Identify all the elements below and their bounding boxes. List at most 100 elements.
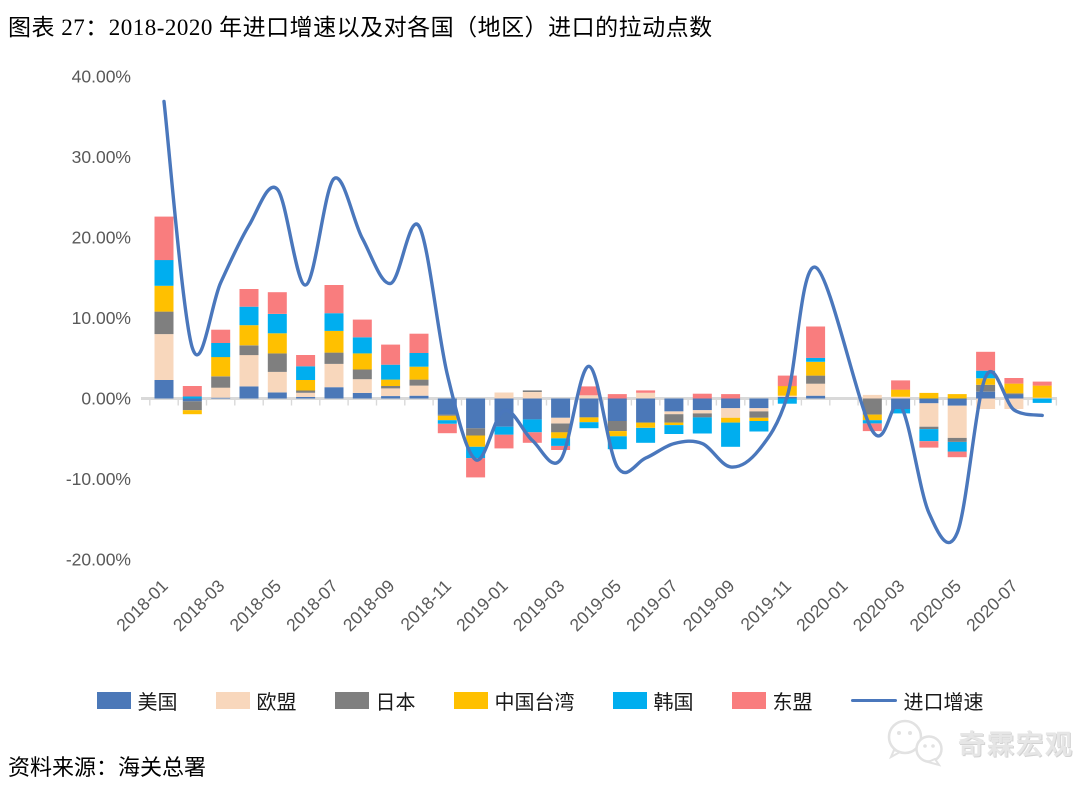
import-growth-line	[162, 99, 1044, 545]
legend-item-import-growth: 进口增速	[850, 686, 984, 715]
bar-segment-tw	[551, 432, 571, 439]
bar-2020-04	[919, 392, 939, 448]
bar-segment-asean	[522, 432, 542, 443]
bar-segment-kr	[239, 306, 259, 326]
bar-segment-asean	[579, 386, 599, 396]
bar-segment-jp	[976, 384, 996, 392]
bar-segment-tw	[664, 422, 684, 425]
legend-item-us: 美国	[96, 686, 178, 715]
bar-segment-tw	[891, 389, 911, 397]
legend-label-jp: 日本	[375, 692, 416, 714]
legend-swatch-asean	[731, 692, 766, 709]
bar-segment-jp	[437, 414, 457, 416]
bar-2018-08	[352, 319, 372, 399]
bar-2018-12	[466, 398, 486, 478]
bar-segment-eu	[692, 410, 712, 414]
chart-title: 图表 27：2018-2020 年进口增速以及对各国（地区）进口的拉动点数	[8, 15, 713, 40]
bar-segment-us	[1004, 394, 1024, 399]
wechat-bubbles-icon	[887, 719, 943, 767]
bar-segment-tw	[239, 325, 259, 346]
bar-segment-eu	[1004, 398, 1024, 409]
bar-segment-kr	[579, 422, 599, 429]
x-axis-labels: 2018-012018-032018-052018-072018-092018-…	[112, 576, 1021, 636]
bar-segment-asean	[551, 446, 571, 450]
bar-segment-kr	[296, 366, 316, 380]
x-tick-label: 2018-07	[282, 576, 342, 636]
bar-segment-eu	[324, 363, 344, 388]
bar-segment-asean	[777, 375, 797, 387]
bar-2018-10	[409, 333, 429, 399]
legend-label-kr: 韩国	[653, 692, 694, 714]
bar-segment-asean	[607, 394, 627, 399]
bar-segment-tw	[607, 431, 627, 437]
bar-segment-jp	[522, 390, 542, 392]
y-tick-label: -10.00%	[66, 469, 131, 489]
source-note: 资料来源：海关总署	[8, 755, 207, 780]
bar-segment-asean	[494, 434, 514, 449]
watermark: 奇霖宏观	[878, 716, 1074, 768]
bar-segment-asean	[182, 386, 202, 397]
x-tick-label: 2019-07	[622, 576, 682, 636]
bar-segment-jp	[324, 352, 344, 364]
bar-segment-kr	[551, 438, 571, 446]
bar-segment-asean	[636, 390, 656, 393]
y-tick-label: -20.00%	[66, 550, 131, 570]
bar-segment-kr	[211, 343, 231, 358]
bar-segment-asean	[919, 441, 939, 448]
bar-segment-jp	[1004, 393, 1024, 395]
bar-2018-06	[296, 355, 316, 399]
bar-segment-kr	[522, 419, 542, 433]
x-tick-label: 2018-11	[396, 576, 455, 635]
bar-segment-kr	[1032, 398, 1052, 403]
bar-segment-eu	[749, 408, 769, 412]
bar-segment-asean	[1032, 381, 1052, 386]
bar-segment-us	[296, 396, 316, 399]
bar-segment-us	[267, 392, 287, 399]
bar-segment-eu	[154, 334, 174, 380]
bar-segment-tw	[1032, 385, 1052, 398]
bar-segment-eu	[919, 403, 939, 427]
bar-segment-jp	[409, 379, 429, 386]
bar-segment-eu	[494, 392, 514, 399]
bar-segment-eu	[267, 371, 287, 393]
bar-2018-05	[267, 292, 287, 399]
bar-segment-us	[692, 398, 712, 411]
bar-segment-kr	[466, 446, 486, 459]
x-tick-label: 2020-03	[849, 576, 909, 636]
bar-segment-tw	[947, 394, 967, 399]
bar-2020-05	[947, 394, 967, 458]
bar-segment-kr	[862, 420, 882, 424]
bar-segment-asean	[692, 393, 712, 399]
bar-2019-12	[806, 326, 826, 399]
bar-segment-asean	[352, 319, 372, 338]
bar-segment-tw	[806, 361, 826, 376]
bar-segment-eu	[579, 395, 599, 399]
bar-segment-asean	[1004, 378, 1024, 384]
bar-segment-us	[154, 380, 174, 399]
bar-segment-asean	[891, 380, 911, 390]
bar-segment-jp	[296, 390, 316, 393]
bar-segment-us	[551, 398, 571, 418]
bar-segment-us	[409, 395, 429, 399]
bar-segment-kr	[806, 357, 826, 362]
bar-segment-jp	[551, 423, 571, 433]
bar-segment-asean	[806, 326, 826, 358]
bar-2018-07	[324, 285, 344, 399]
x-tick-label: 2018-03	[169, 576, 229, 636]
bar-2018-04	[239, 289, 259, 399]
x-tick-label: 2019-05	[566, 576, 626, 636]
bar-segment-kr	[494, 426, 514, 435]
bar-segment-us	[324, 387, 344, 399]
bar-segment-tw	[579, 417, 599, 423]
bar-segment-jp	[607, 421, 627, 432]
bar-segment-eu	[211, 387, 231, 398]
x-tick-label: 2019-11	[736, 576, 795, 635]
bar-segment-asean	[324, 285, 344, 314]
bar-segment-jp	[182, 401, 202, 411]
bar-segment-us	[239, 386, 259, 399]
legend-item-tw: 中国台湾	[453, 686, 575, 715]
bar-segment-us	[211, 397, 231, 399]
bar-segment-tw	[211, 357, 231, 377]
bar-segment-eu	[862, 394, 882, 399]
